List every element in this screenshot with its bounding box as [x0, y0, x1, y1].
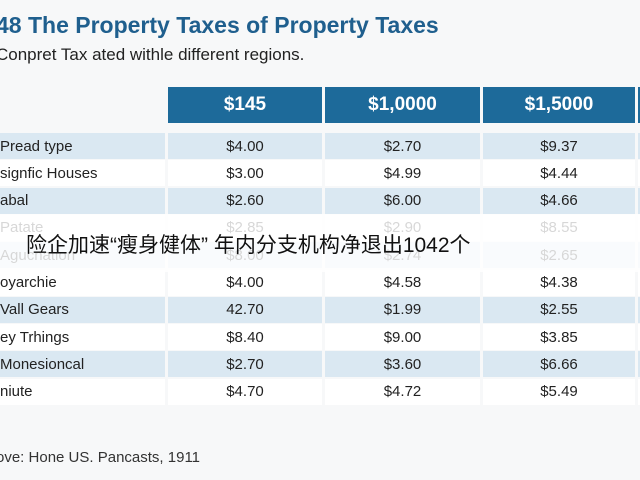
caption: 险企加速“瘦身健体” 年内分支机构净退出1042个: [26, 234, 471, 257]
row-label: abal: [0, 187, 165, 214]
header-cell: [0, 87, 165, 123]
table-cell: $9.00: [325, 324, 480, 351]
column-header: $145: [168, 87, 322, 123]
table-cell: $4.66: [483, 187, 635, 214]
table-cell: [638, 160, 640, 187]
table-cell: $6.00: [325, 187, 480, 214]
table-cell: $3.60: [325, 351, 480, 378]
table-cell: [638, 133, 640, 159]
row-label: signfic Houses: [0, 160, 165, 187]
source-note: ove: Hone US. Pancasts, 1911: [0, 449, 201, 466]
table-cell: [638, 187, 640, 214]
table-cell: [638, 378, 640, 405]
table-cell: [638, 296, 640, 323]
table-cell: $4.00: [168, 269, 322, 296]
table-cell: $1.99: [325, 296, 480, 323]
table-cell: $4.58: [325, 269, 480, 296]
header-cell: [638, 87, 640, 123]
row-label: ey Trhings: [0, 324, 165, 351]
subtitle: Conpret Tax ated withle different region…: [0, 45, 305, 64]
table-cell: $4.44: [483, 160, 635, 187]
table-cell: $2.70: [325, 133, 480, 159]
row-label: oyarchie: [0, 269, 165, 296]
column-header: $1,0000: [325, 87, 480, 123]
table-cell: $9.37: [483, 133, 635, 159]
table-cell: $4.38: [483, 269, 635, 296]
table-cell: [638, 324, 640, 351]
table-cell: [638, 269, 640, 296]
table-cell: $3.85: [483, 324, 635, 351]
table-cell: $5.49: [483, 378, 635, 405]
table-cell: [638, 351, 640, 378]
row-label: niute: [0, 378, 165, 405]
table-cell: $3.00: [168, 160, 322, 187]
title: 48 The Property Taxes of Property Taxes: [0, 12, 439, 38]
table-cell: $2.60: [168, 187, 322, 214]
table-cell: $6.66: [483, 351, 635, 378]
row-label: Pread type: [0, 133, 165, 159]
table-cell: $4.99: [325, 160, 480, 187]
table-cell: $4.00: [168, 133, 322, 159]
table-cell: 42.70: [168, 296, 322, 323]
column-header: $1,5000: [483, 87, 635, 123]
table-cell: $4.72: [325, 378, 480, 405]
caption-band: [0, 214, 640, 272]
table-cell: $2.55: [483, 296, 635, 323]
row-label: Vall Gears: [0, 296, 165, 323]
table-cell: $2.70: [168, 351, 322, 378]
table-cell: $4.70: [168, 378, 322, 405]
table-cell: $8.40: [168, 324, 322, 351]
row-label: Monesioncal: [0, 351, 165, 378]
